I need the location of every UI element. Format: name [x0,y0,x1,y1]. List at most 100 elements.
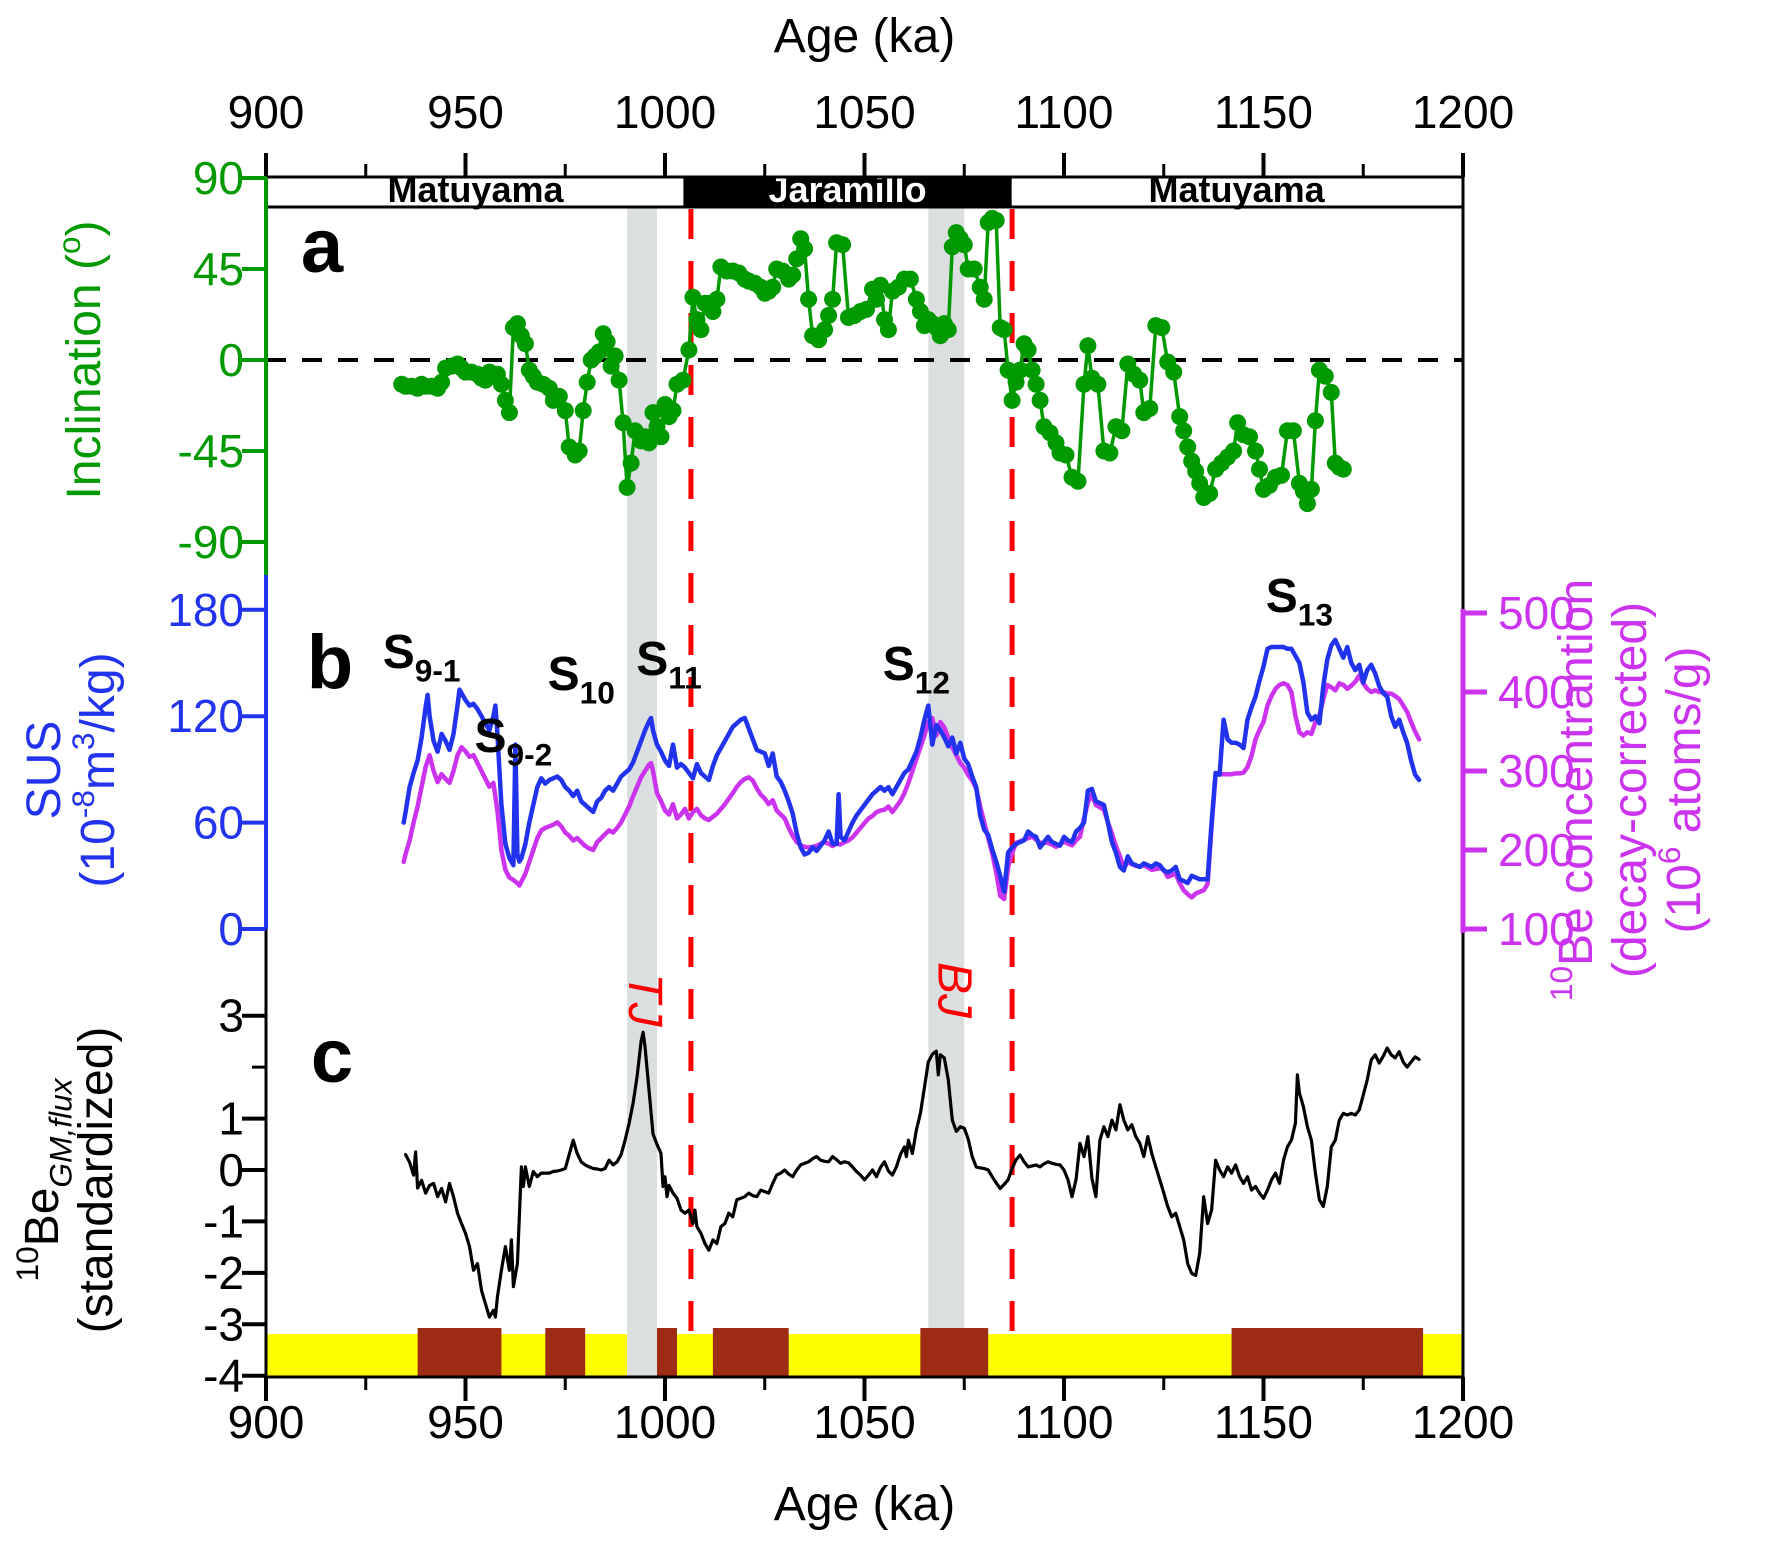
s-label-11-part: S [636,633,668,686]
inclination-point [824,290,842,308]
be-axis-title-line1: 10Be concentrantion [1543,579,1603,1001]
inclination-point [1057,446,1075,464]
flux-tick-label: -2 [203,1247,244,1299]
inclination-point [1273,466,1290,484]
bottom-tick-label-part: 1050 [813,1396,915,1448]
paleosol-segment-5 [920,1328,989,1376]
top-tick-label: 950 [427,86,504,138]
s-label-10: S10 [548,648,615,710]
be-tick-label-part: 500 [1498,587,1575,639]
reversal-label-bj: BJ [927,962,980,1019]
bottom-tick-label-part: 1000 [614,1396,716,1448]
sus-tick-label: 120 [167,690,244,742]
inclination-point [606,347,624,365]
inclination-tick-label-part: 0 [218,334,244,386]
inclination-point [1027,375,1045,393]
inclination-axis-title: Inclination (o) [51,220,111,499]
inclination-point [1334,460,1352,478]
flux-tick-label: -4 [203,1350,244,1402]
be-concentration-curve [401,673,1422,902]
inclination-point [1079,337,1097,355]
sus-tick-label: 180 [167,584,244,636]
inclination-point [1225,442,1243,460]
top-tick-label-part: 1000 [614,86,716,138]
be-axis-title-line1-part: 10 [1543,966,1579,1001]
top-axis-title: Age (ka) [774,10,955,63]
sus-axis-title-line2: (10-8m3/kg) [65,652,125,887]
inclination-point [879,321,897,339]
inclination-markers [393,209,1352,513]
inclination-point [622,454,640,472]
panel-letter-b-part: b [307,620,353,705]
inclination-point [1019,341,1037,359]
inclination-point [516,335,534,353]
inclination-point [692,321,710,339]
inclination-point [1131,371,1149,389]
inclination-point [1201,485,1219,502]
bottom-axis-title: Age (ka) [774,1478,955,1531]
top-tick-label: 1200 [1412,86,1514,138]
top-tick-label-part: 1100 [1015,86,1114,138]
be-axis-title-line3-part: atoms/g) [1658,646,1711,846]
inclination-point [1175,422,1193,440]
inclination-point [1322,383,1340,401]
inclination-point [1179,438,1197,456]
sus-tick-label-part: 0 [218,903,244,955]
sus-tick-label: 60 [193,797,244,849]
bottom-tick-label-part: 1100 [1015,1396,1114,1448]
inclination-point [901,270,919,288]
bottom-tick-label-part: 900 [228,1396,305,1448]
flux-tick-label-part: -2 [203,1247,244,1299]
flux-tick-label-part: 0 [218,1144,244,1196]
inclination-point [664,402,682,420]
inclination-point [556,402,574,420]
panel-letter-c-part: c [311,1014,353,1099]
polarity-label-2: Matuyama [1149,169,1326,210]
inclination-point [652,428,670,446]
gray-band-1 [627,207,658,1377]
s-label-9-1-part: S [383,626,415,679]
s-label-9-1-part: 9-1 [415,652,461,688]
inclination-point [1247,442,1264,460]
flux-axis-title-line2: (standardized) [70,1027,123,1334]
sus-tick-label-part: 60 [193,797,244,849]
inclination-point [1069,472,1087,490]
inclination-point [834,236,852,254]
panel-letter-a: a [301,204,344,289]
bottom-tick-label: 1150 [1214,1396,1313,1448]
flux-tick-label-part: -4 [203,1350,244,1402]
polarity-label-1-part: Jaramillo [768,169,926,210]
bottom-tick-label-part: 1200 [1412,1396,1514,1448]
reversal-label-tj-part: TJ [618,973,671,1027]
be-tick-label: 200 [1498,824,1575,876]
be-tick-label: 500 [1498,587,1575,639]
s-label-12-part: 12 [915,664,950,700]
paleosol-segment-1 [417,1328,502,1376]
inclination-point [965,260,983,278]
inclination-point [995,321,1013,339]
inclination-point [550,387,568,405]
flux-tick-label: -3 [203,1298,244,1350]
inclination-tick-label: 90 [193,152,244,204]
inclination-point [999,361,1017,379]
flux-axis-title-line2-part: (standardized) [70,1027,123,1334]
s-label-11: S11 [636,633,702,695]
inclination-point [674,371,692,389]
inclination-point [975,290,993,308]
sus-axis-title-line2-part: /kg) [72,652,125,732]
be-axis-title-line2: (decay-corrected) [1604,602,1657,978]
flux-axis-title-line1: 10BeGM,flux [9,1077,79,1281]
inclination-point [1241,428,1258,446]
paleosol-segment-4 [712,1328,789,1376]
flux-tick-label: 3 [218,990,244,1042]
inclination-point [1023,361,1041,379]
s-label-12: S12 [883,638,950,700]
flux-tick-label-part: -3 [203,1298,244,1350]
flux-tick-label-part: 3 [218,990,244,1042]
flux-tick-label: 0 [218,1144,244,1196]
be-tick-label-part: 400 [1498,666,1575,718]
inclination-tick-label: 45 [193,243,244,295]
inclination-point [680,341,698,359]
inclination-tick-label-part: 45 [193,243,244,295]
top-tick-label-part: 1150 [1214,86,1313,138]
